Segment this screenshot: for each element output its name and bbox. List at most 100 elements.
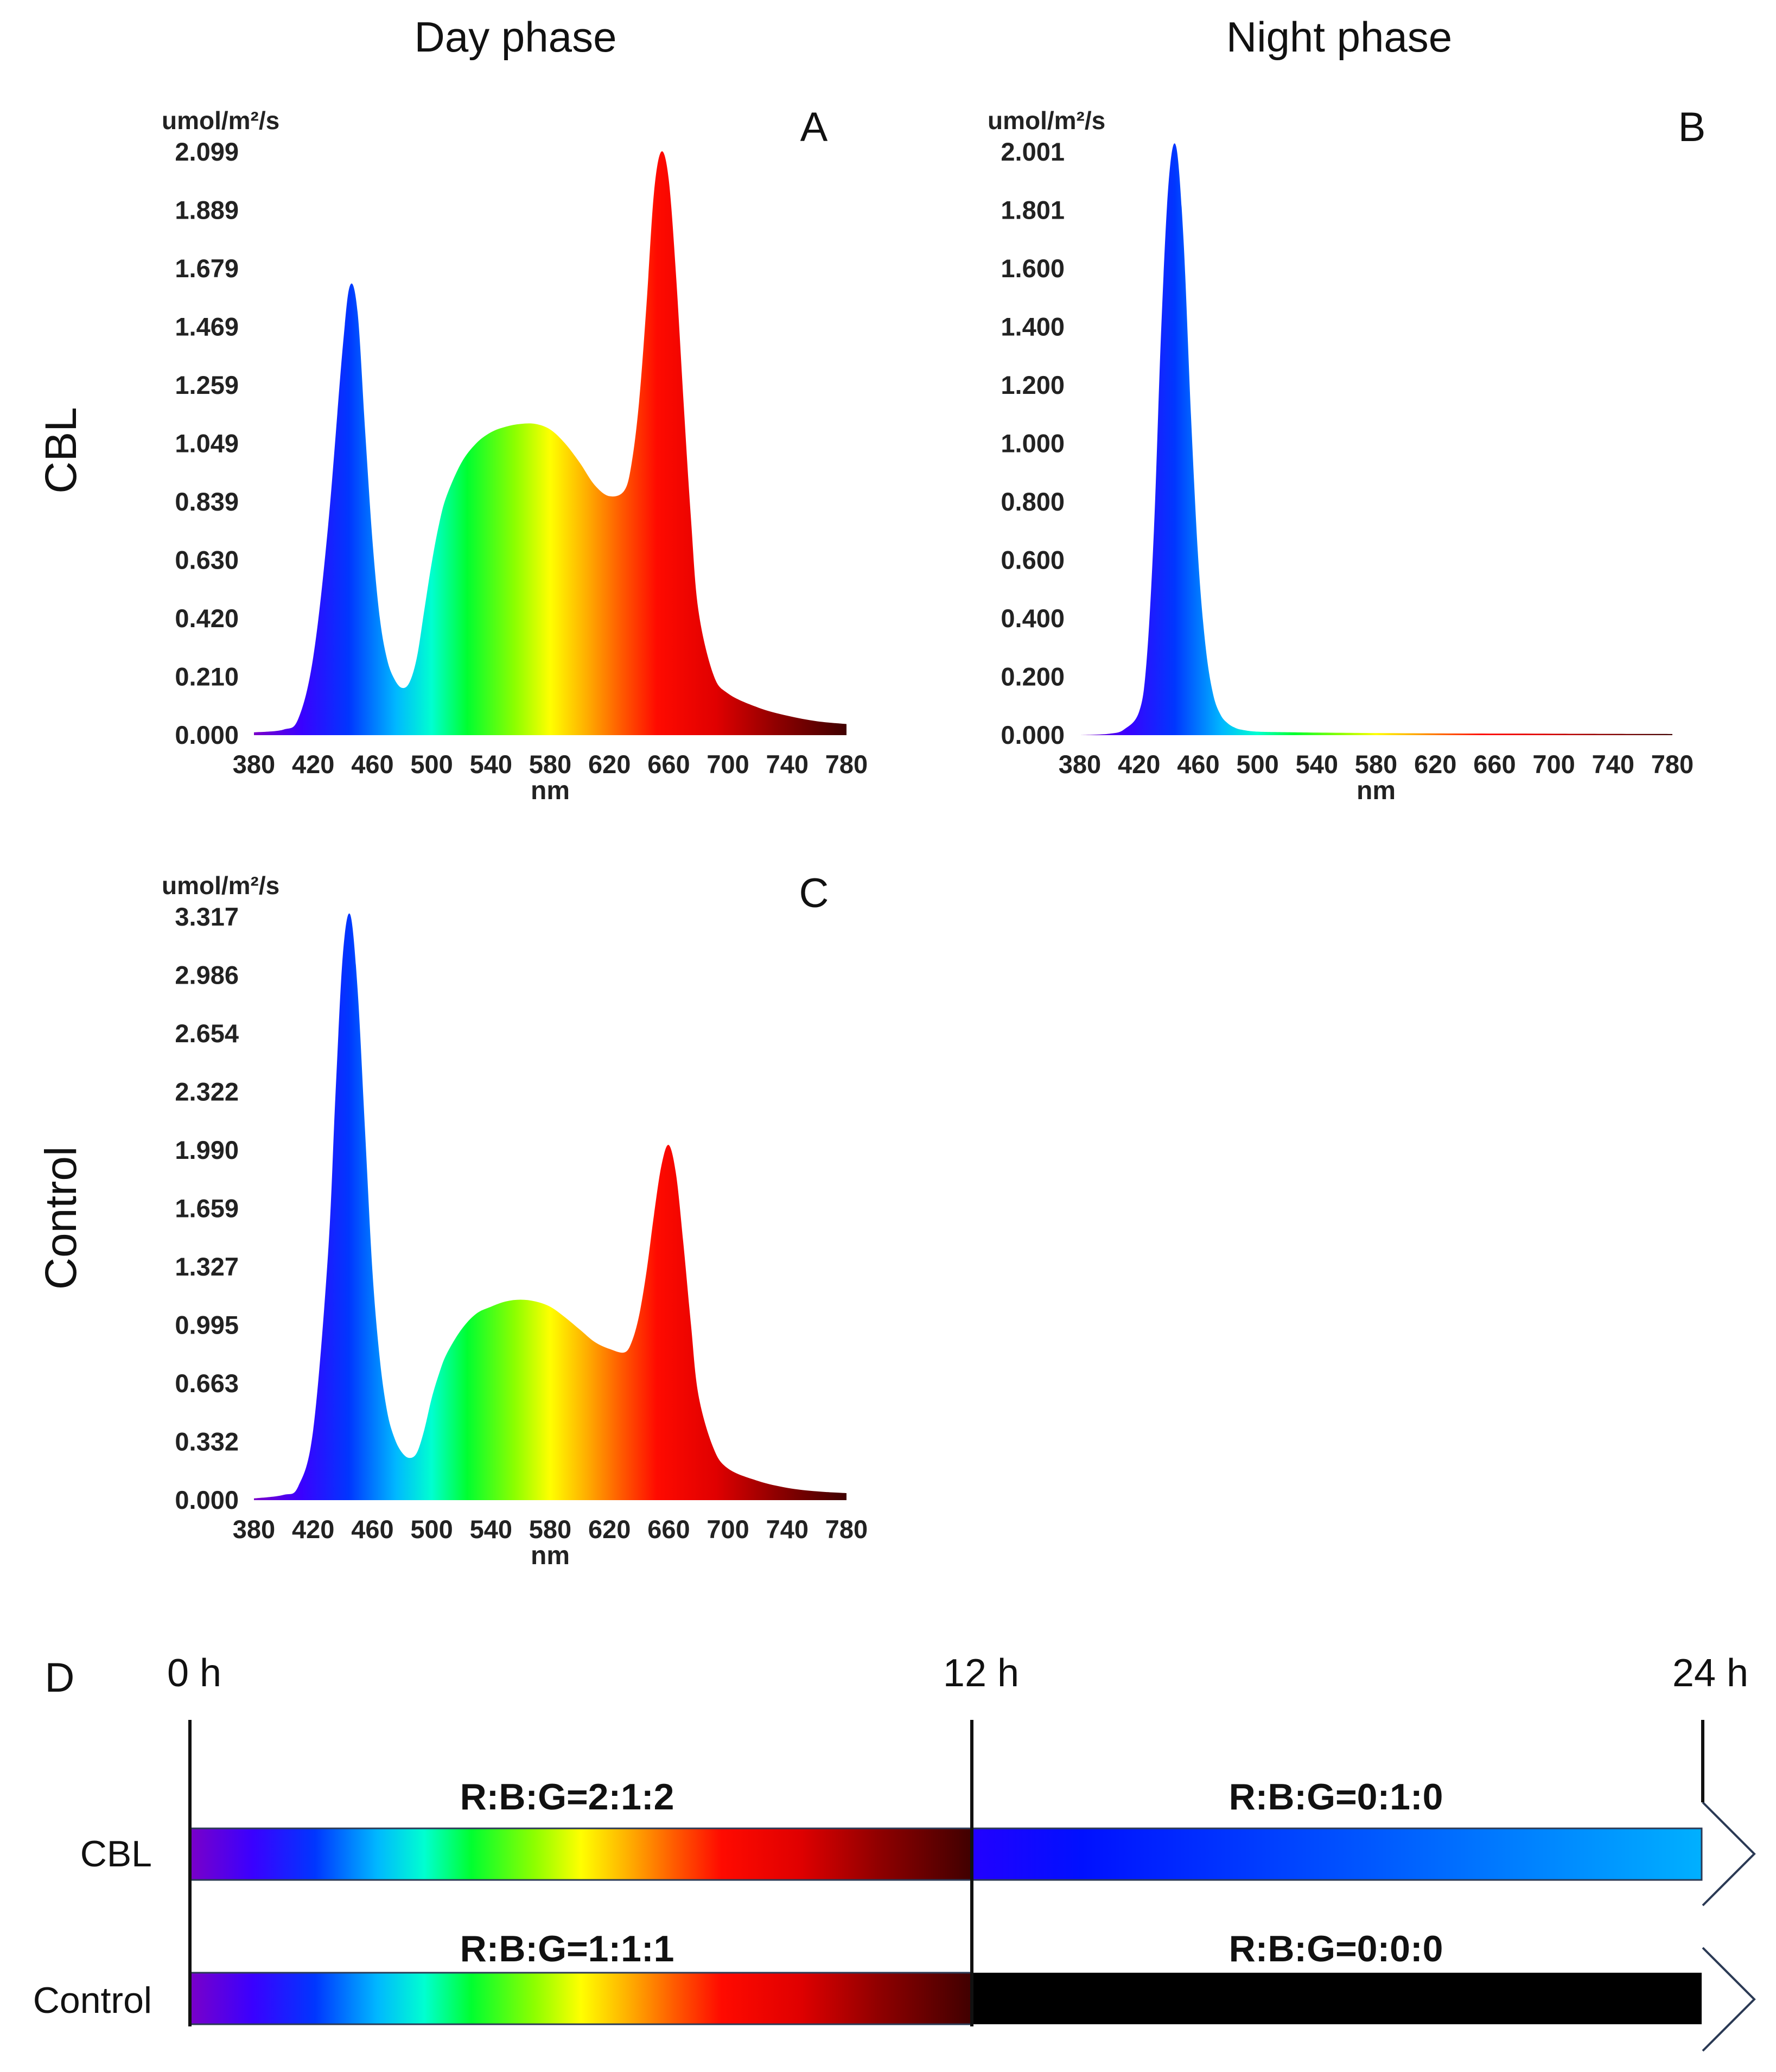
y-tick-label: 0.600: [1001, 546, 1065, 575]
y-tick-label: 0.800: [1001, 487, 1065, 516]
x-axis-label: nm: [531, 776, 570, 805]
chart-panel-a: 0.000 0.210 0.420 0.630 0.839 1.049 1.259 1.469…: [162, 104, 868, 805]
y-tick-label: 1.801: [1001, 196, 1065, 225]
y-tick-label: 0.630: [175, 546, 239, 575]
x-tick-label: 500: [410, 750, 453, 779]
x-tick-label: 660: [647, 750, 690, 779]
x-tick-label: 620: [588, 750, 631, 779]
x-tick-label: 460: [351, 1515, 393, 1544]
chart-panel-c: 0.000 0.332 0.663 0.995 1.327 1.659 1.990 2.322…: [162, 870, 868, 1570]
spectrum-area-b: [1080, 143, 1672, 736]
control-arrowhead-icon: [1702, 1947, 1756, 2052]
control-row-label: Control: [33, 1980, 152, 2021]
x-tick-label: 580: [1355, 750, 1397, 779]
panel-label-a: A: [800, 104, 828, 150]
time-label-end: 24 h: [1672, 1652, 1748, 1695]
x-tick-label: 460: [1177, 750, 1219, 779]
y-tick-label: 0.420: [175, 604, 239, 633]
y-tick-label: 1.600: [1001, 254, 1065, 283]
column-header-night: Night phase: [1226, 13, 1452, 61]
x-tick-label: 620: [1414, 750, 1456, 779]
y-tick-label: 1.259: [175, 371, 239, 399]
x-tick-label: 580: [529, 750, 571, 779]
y-tick-label: 2.322: [175, 1078, 239, 1106]
panel-label-b: B: [1678, 104, 1706, 150]
y-tick-label: 0.332: [175, 1427, 239, 1456]
x-tick-label: 500: [410, 1515, 453, 1544]
y-tick-label: 3.317: [175, 902, 239, 931]
y-tick-label: 0.000: [175, 721, 239, 749]
y-tick-label: 0.000: [1001, 721, 1065, 749]
cbl-night-ratio: R:B:G=0:1:0: [1229, 1776, 1443, 1818]
x-tick-label: 740: [1592, 750, 1634, 779]
x-tick-label: 700: [1532, 750, 1575, 779]
x-tick-label: 540: [470, 1515, 512, 1544]
y-tick-label: 1.889: [175, 196, 239, 225]
x-tick-label: 420: [292, 750, 334, 779]
y-tick-label: 0.400: [1001, 604, 1065, 633]
x-tick-label: 540: [1296, 750, 1338, 779]
control-day-bar: [189, 1972, 973, 2025]
spectrum-area-c: [254, 913, 846, 1500]
y-tick-label: 0.663: [175, 1369, 239, 1398]
x-tick-label: 660: [1473, 750, 1516, 779]
y-axis-unit-label: umol/m²/s: [988, 106, 1105, 135]
y-tick-label: 1.000: [1001, 429, 1065, 458]
y-tick-label: 1.659: [175, 1194, 239, 1223]
column-header-day: Day phase: [415, 13, 617, 61]
cbl-night-bar: [971, 1827, 1703, 1881]
x-axis-label: nm: [1357, 776, 1396, 805]
x-tick-label: 460: [351, 750, 393, 779]
y-tick-label: 2.986: [175, 961, 239, 990]
y-tick-label: 1.469: [175, 313, 239, 341]
y-tick-label: 0.995: [175, 1311, 239, 1340]
y-tick-label: 1.400: [1001, 313, 1065, 341]
y-tick-label: 0.200: [1001, 662, 1065, 691]
control-night-ratio: R:B:G=0:0:0: [1229, 1928, 1443, 1969]
y-axis-unit-label: umol/m²/s: [162, 106, 279, 135]
y-tick-label: 1.049: [175, 429, 239, 458]
x-tick-label: 380: [233, 750, 275, 779]
y-tick-label: 2.099: [175, 137, 239, 166]
x-tick-label: 420: [292, 1515, 334, 1544]
row-header-control: Control: [36, 1146, 86, 1290]
x-tick-label: 780: [825, 750, 868, 779]
y-axis-unit-label: umol/m²/s: [162, 871, 279, 900]
x-tick-label: 660: [647, 1515, 690, 1544]
chart-panel-b: 0.000 0.200 0.400 0.600 0.800 1.000 1.200 1.400…: [988, 104, 1705, 805]
cbl-day-ratio: R:B:G=2:1:2: [460, 1776, 674, 1818]
cbl-day-bar: [189, 1827, 973, 1881]
panel-label-d: D: [45, 1655, 75, 1701]
x-tick-label: 780: [1651, 750, 1694, 779]
x-tick-label: 700: [706, 1515, 749, 1544]
y-tick-label: 2.654: [175, 1019, 239, 1048]
x-tick-label: 500: [1236, 750, 1278, 779]
x-tick-label: 780: [825, 1515, 868, 1544]
x-axis-label: nm: [531, 1541, 570, 1570]
x-tick-label: 700: [706, 750, 749, 779]
x-tick-label: 380: [1059, 750, 1101, 779]
x-tick-label: 580: [529, 1515, 571, 1544]
x-tick-label: 420: [1118, 750, 1160, 779]
time-label-mid: 12 h: [943, 1652, 1019, 1695]
x-tick-label: 620: [588, 1515, 631, 1544]
row-header-cbl: CBL: [36, 407, 86, 494]
y-tick-label: 1.327: [175, 1252, 239, 1281]
spectrum-area-a: [254, 151, 846, 735]
control-day-ratio: R:B:G=1:1:1: [460, 1928, 674, 1969]
timeline-panel: D 0 h 12 h 24 h R:B:G=2:1:2 R:B:G=0:1:0 …: [33, 1652, 1756, 2052]
x-tick-label: 740: [766, 1515, 809, 1544]
panel-label-c: C: [799, 870, 829, 916]
y-tick-label: 2.001: [1001, 137, 1065, 166]
x-tick-label: 540: [470, 750, 512, 779]
y-tick-label: 1.990: [175, 1136, 239, 1164]
y-tick-label: 1.200: [1001, 371, 1065, 399]
cbl-row-label: CBL: [80, 1833, 152, 1875]
control-night-bar: [972, 1973, 1702, 2024]
y-tick-label: 1.679: [175, 254, 239, 283]
cbl-arrowhead-icon: [1702, 1801, 1756, 1907]
x-tick-label: 380: [233, 1515, 275, 1544]
y-tick-label: 0.839: [175, 487, 239, 516]
time-label-start: 0 h: [167, 1652, 221, 1695]
